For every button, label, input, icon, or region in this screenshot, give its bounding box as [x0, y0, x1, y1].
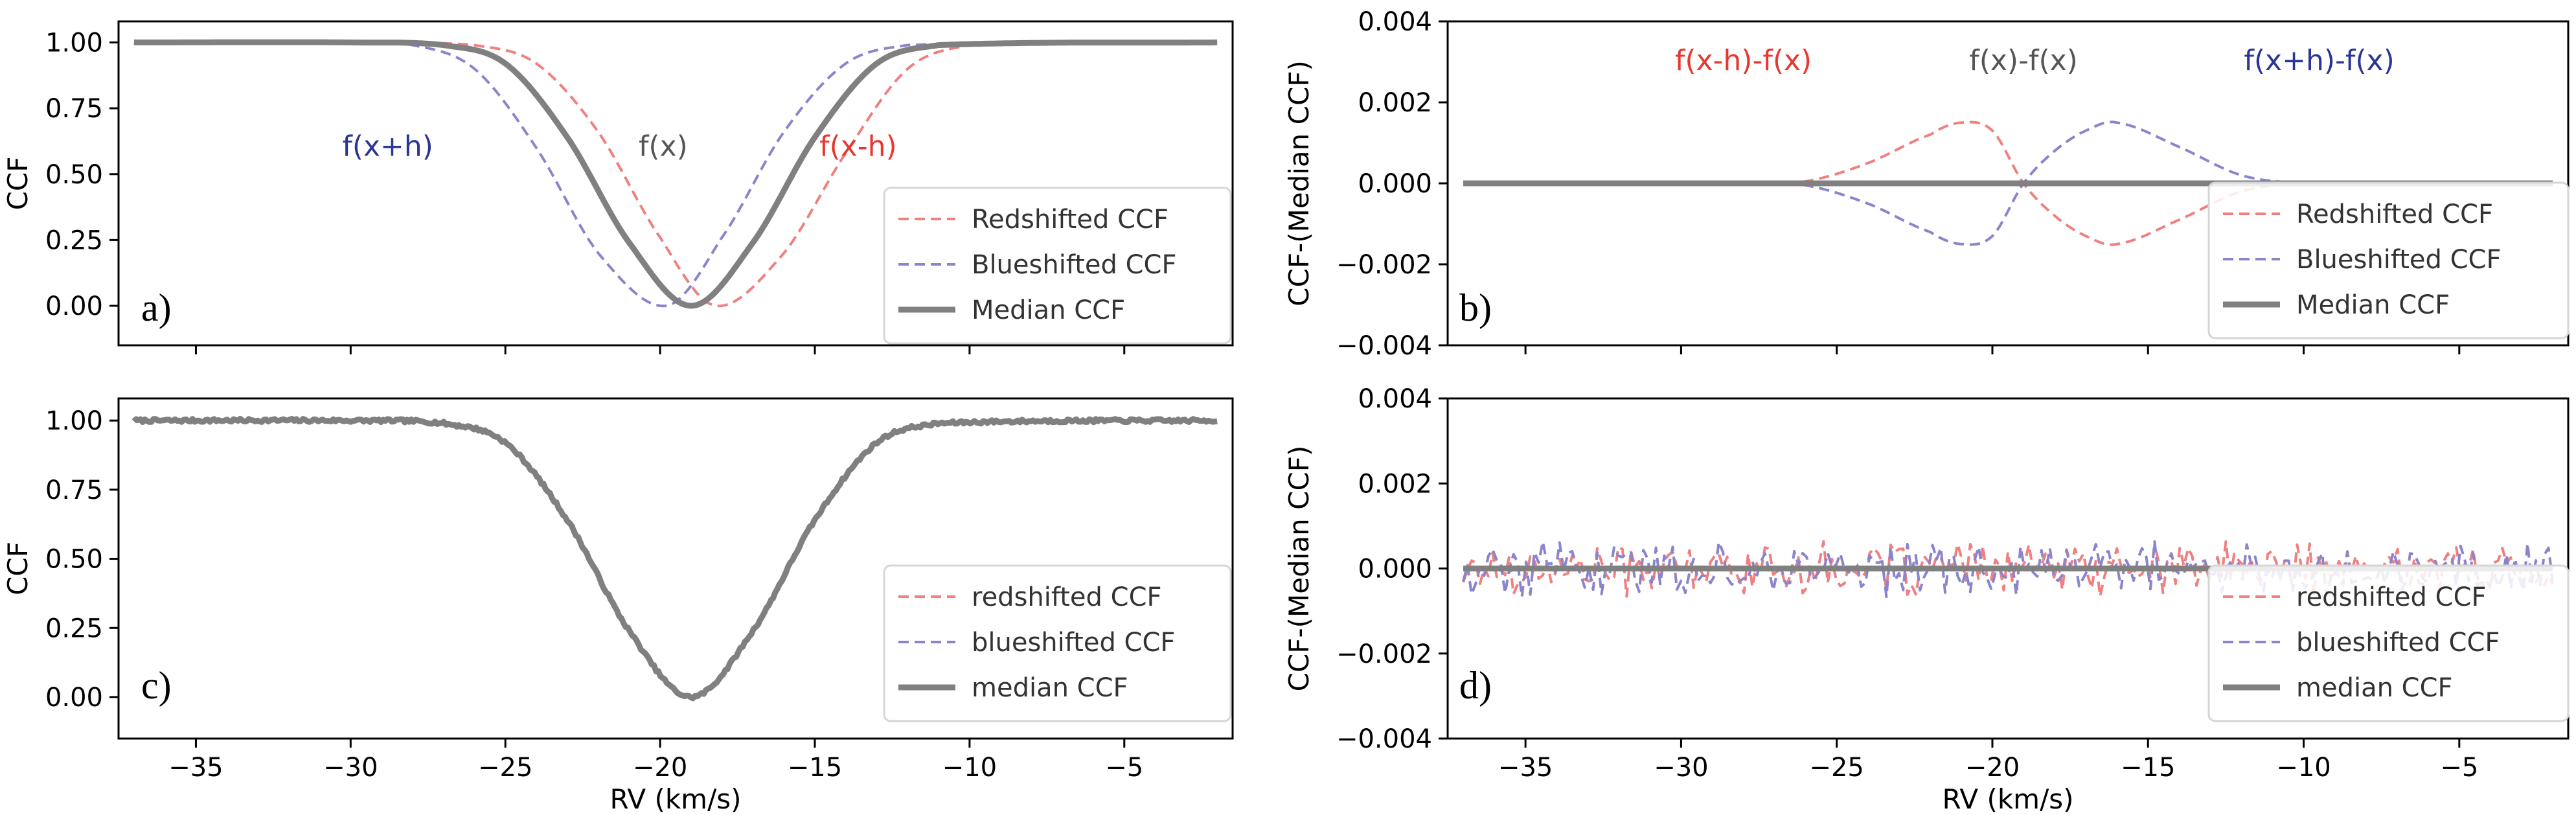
annotation: f(x+h)-f(x): [2244, 44, 2394, 77]
y-tick-label: 1.00: [45, 406, 103, 436]
y-tick-label: −0.002: [1336, 639, 1432, 669]
y-axis-label: CCF: [2, 542, 34, 595]
y-tick-label: 0.004: [1358, 7, 1432, 37]
legend-frame: [2207, 564, 2570, 722]
y-axis-label: CCF-(Median CCF): [1283, 60, 1315, 306]
x-tick-label: −30: [1654, 753, 1708, 783]
legend: redshifted CCF blueshifted CCF median CCF: [2207, 564, 2570, 722]
panel-2: −0.004 −0.002 0.000 0.002 0.004 CCF-(Median C…: [1283, 7, 2570, 361]
x-tick-label: −5: [2440, 753, 2478, 783]
y-tick-label: 0.00: [45, 683, 103, 713]
legend: Redshifted CCF Blueshifted CCF Median CCF: [883, 187, 1232, 345]
x-axis-label: RV (km/s): [1942, 783, 2073, 815]
legend-entry: Median CCF: [972, 295, 1125, 325]
x-tick-label: −30: [323, 753, 378, 783]
annotation: f(x-h): [819, 130, 897, 163]
plot-frame: [117, 20, 1234, 347]
y-tick-label: −0.002: [1336, 250, 1432, 280]
legend-entry: Blueshifted CCF: [2296, 245, 2501, 275]
legend: redshifted CCF blueshifted CCF median CCF: [883, 564, 1232, 722]
x-tick-label: −20: [633, 753, 687, 783]
x-tick-label: −20: [1965, 753, 2020, 783]
legend-entry: median CCF: [972, 673, 1128, 703]
legend-entry: Blueshifted CCF: [972, 250, 1176, 280]
legend-entry: Redshifted CCF: [972, 205, 1168, 235]
x-tick-label: −15: [788, 753, 842, 783]
y-tick-label: 0.00: [45, 292, 103, 321]
y-tick-label: −0.004: [1336, 724, 1432, 754]
legend-frame: [883, 187, 1232, 345]
x-tick-label: −25: [1809, 753, 1864, 783]
annotation: f(x): [639, 130, 688, 163]
annotation: f(x)-f(x): [1969, 44, 2078, 77]
panel-tag: d): [1459, 664, 1492, 707]
series-median-ccf: [133, 39, 1218, 309]
x-tick-label: −10: [942, 753, 997, 783]
y-tick-label: 0.000: [1358, 555, 1432, 584]
y-tick-label: 0.75: [45, 476, 103, 505]
y-tick-label: 0.002: [1358, 88, 1432, 118]
y-tick-label: 1.00: [45, 29, 103, 58]
plot-frame: [117, 397, 1234, 740]
series-median-ccf: [131, 415, 1218, 702]
y-axis-label: CCF: [2, 157, 34, 211]
panel-3: −35 −30 −25 −20 −15 −10 −5 0.00 0.25 0.50 0.75 1.00…: [2, 397, 1234, 815]
legend-entry: Redshifted CCF: [2296, 200, 2493, 229]
y-tick-label: 0.25: [45, 225, 103, 255]
y-tick-label: 0.004: [1358, 384, 1432, 414]
y-axis-label: CCF-(Median CCF): [1283, 446, 1315, 692]
panel-4: −35 −30 −25 −20 −15 −10 −5 −0.004 −0.002 0.000 0.0…: [1283, 384, 2570, 815]
panel-tag: c): [141, 664, 172, 707]
panel-tag: a): [141, 286, 172, 329]
legend-frame: [2207, 181, 2570, 339]
y-tick-label: 0.50: [45, 160, 103, 190]
x-tick-label: −25: [478, 753, 532, 783]
x-axis-label: RV (km/s): [610, 783, 741, 815]
y-tick-label: 0.002: [1358, 469, 1432, 499]
x-tick-label: −10: [2276, 753, 2331, 783]
legend: Redshifted CCF Blueshifted CCF Median CCF: [2207, 181, 2570, 339]
y-tick-label: 0.75: [45, 94, 103, 124]
annotation: f(x-h)-f(x): [1675, 44, 1812, 77]
legend-frame: [883, 564, 1232, 722]
legend-entry: Median CCF: [2296, 290, 2450, 320]
y-tick-label: 0.25: [45, 614, 103, 643]
legend-entry: redshifted CCF: [972, 582, 1162, 612]
panel-tag: b): [1459, 286, 1492, 329]
x-tick-label: −5: [1105, 753, 1143, 783]
y-tick-label: 0.50: [45, 545, 103, 575]
legend-entry: blueshifted CCF: [972, 628, 1175, 658]
y-tick-label: 0.000: [1358, 169, 1432, 199]
legend-entry: redshifted CCF: [2296, 582, 2487, 612]
x-tick-label: −35: [168, 753, 223, 783]
y-tick-label: −0.004: [1336, 331, 1432, 361]
annotation: f(x+h): [342, 130, 433, 163]
legend-entry: median CCF: [2296, 673, 2453, 703]
x-tick-label: −15: [2121, 753, 2175, 783]
x-tick-label: −35: [1498, 753, 1553, 783]
panel-1: 0.00 0.25 0.50 0.75 1.00 CCF f(x+h) f(x) f(x-h) R…: [2, 20, 1234, 354]
legend-entry: blueshifted CCF: [2296, 628, 2500, 658]
